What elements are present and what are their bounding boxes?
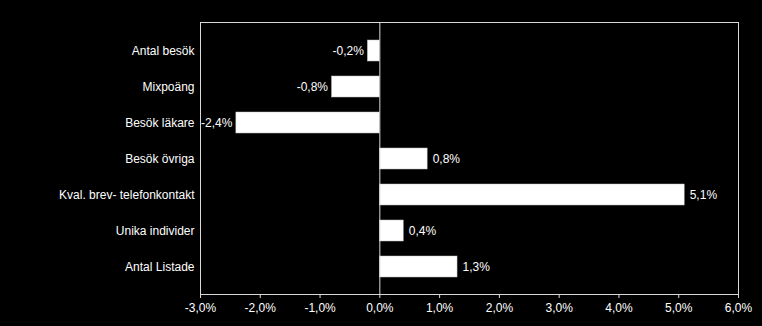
svg-text:Unika individer: Unika individer bbox=[116, 224, 195, 238]
svg-text:Besök läkare: Besök läkare bbox=[125, 116, 195, 130]
svg-text:5,1%: 5,1% bbox=[690, 188, 718, 202]
svg-text:6,0%: 6,0% bbox=[725, 301, 753, 315]
svg-text:3,0%: 3,0% bbox=[545, 301, 573, 315]
svg-text:4,0%: 4,0% bbox=[605, 301, 633, 315]
svg-text:0,8%: 0,8% bbox=[433, 152, 461, 166]
svg-text:2,0%: 2,0% bbox=[486, 301, 514, 315]
svg-text:-0,2%: -0,2% bbox=[333, 44, 365, 58]
svg-text:-3,0%: -3,0% bbox=[185, 301, 217, 315]
svg-text:0,0%: 0,0% bbox=[366, 301, 394, 315]
svg-text:Besök övriga: Besök övriga bbox=[125, 152, 195, 166]
svg-text:Antal Listade: Antal Listade bbox=[125, 260, 195, 274]
svg-text:Antal besök: Antal besök bbox=[132, 44, 196, 58]
svg-text:-2,4%: -2,4% bbox=[201, 116, 233, 130]
svg-text:-0,8%: -0,8% bbox=[297, 80, 329, 94]
svg-text:0,4%: 0,4% bbox=[409, 224, 437, 238]
svg-text:-2,0%: -2,0% bbox=[245, 301, 277, 315]
svg-text:-1,0%: -1,0% bbox=[304, 301, 336, 315]
svg-text:1,3%: 1,3% bbox=[463, 260, 491, 274]
svg-text:1,0%: 1,0% bbox=[426, 301, 454, 315]
svg-text:5,0%: 5,0% bbox=[665, 301, 693, 315]
svg-text:Mixpoäng: Mixpoäng bbox=[142, 80, 194, 94]
svg-text:Kval. brev- telefonkontakt: Kval. brev- telefonkontakt bbox=[59, 188, 195, 202]
